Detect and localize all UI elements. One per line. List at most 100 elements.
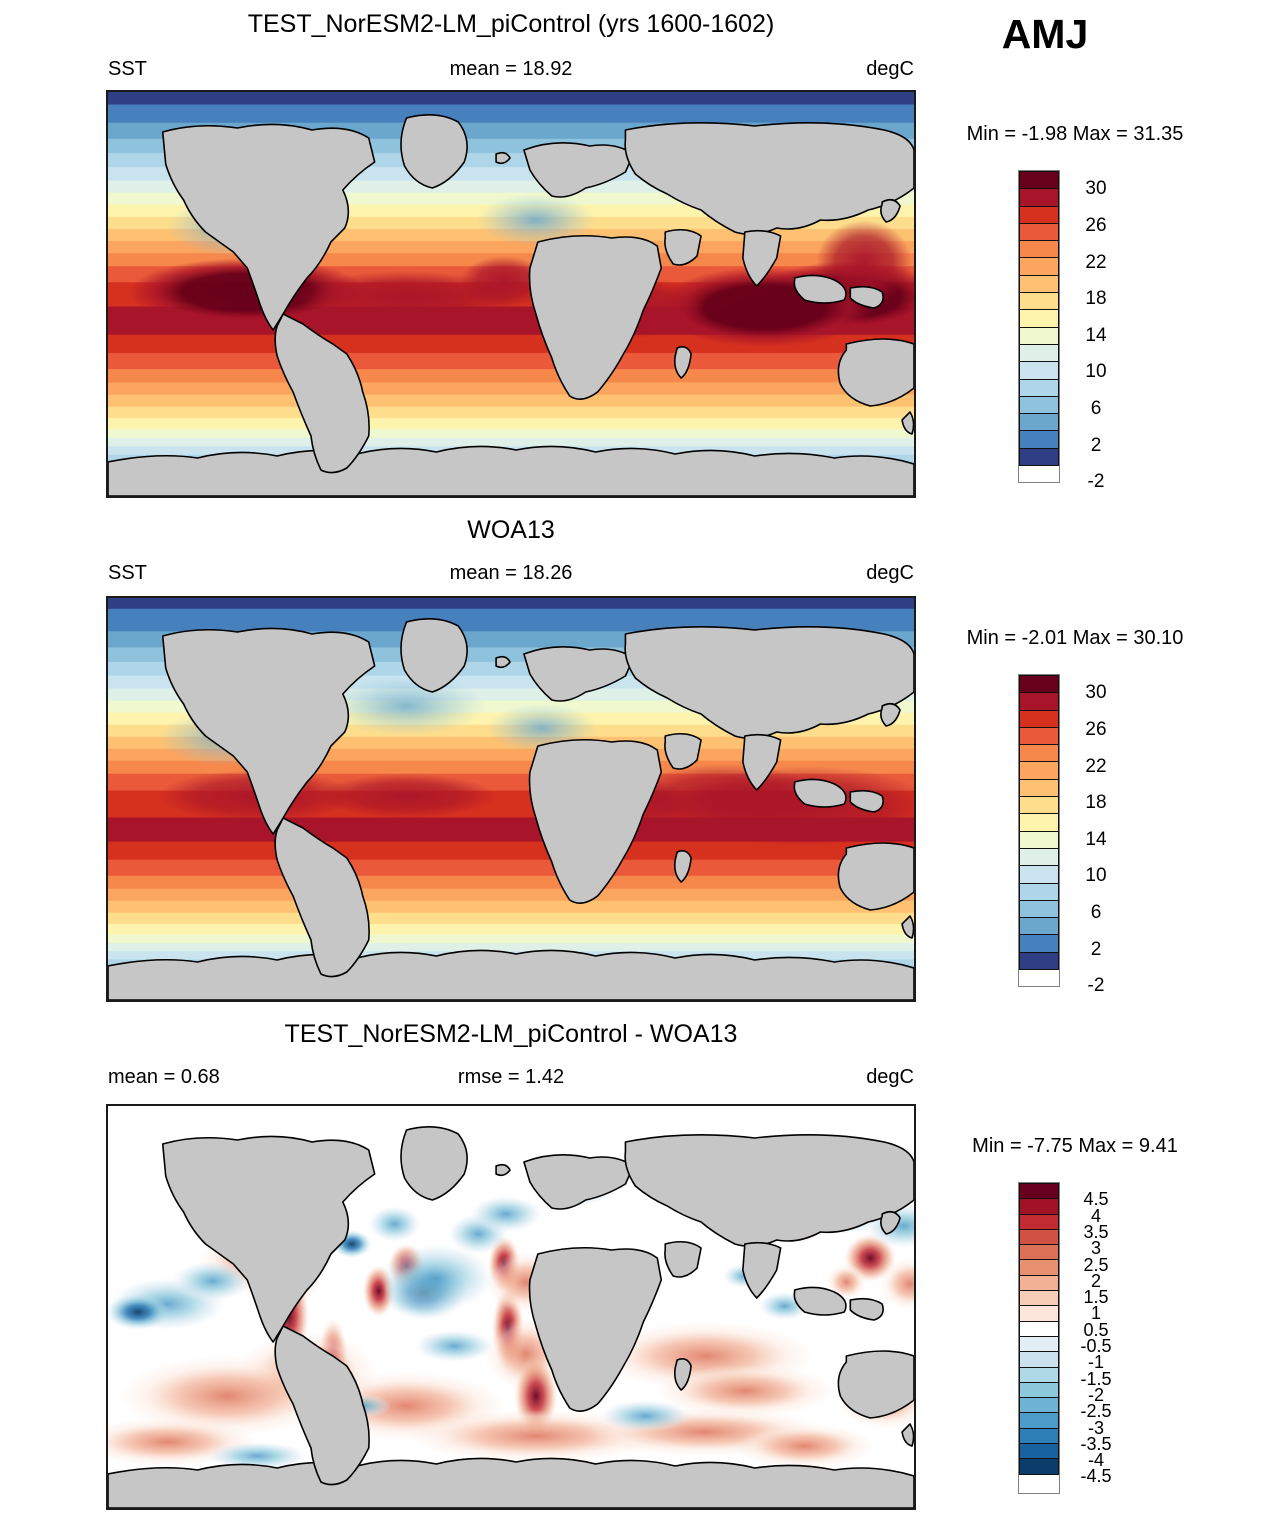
colorbar-cell xyxy=(1019,951,1059,971)
map-model[interactable] xyxy=(106,90,916,498)
panel-model-subrow: SST mean = 18.92 degC xyxy=(106,58,916,80)
colorbar-cell xyxy=(1019,1259,1059,1276)
panel-diff-subrow: mean = 0.68 rmse = 1.42 degC xyxy=(106,1066,916,1088)
colorbar-cell xyxy=(1019,778,1059,798)
colorbar-cell xyxy=(1019,692,1059,711)
colorbar-tick-label: 30 xyxy=(1085,682,1107,704)
panel-model-units: degC xyxy=(866,58,914,80)
colorbar-cell xyxy=(1019,343,1059,363)
colorbar-cell xyxy=(1019,326,1059,345)
colorbar-cell xyxy=(1019,1335,1059,1353)
colorbar-cell xyxy=(1019,882,1059,901)
panel-diff-rmse-label: rmse = 1.42 xyxy=(457,1066,565,1088)
colorbar-tick-label: 3.5 xyxy=(1083,1221,1109,1242)
colorbar-tick-label: -0.5 xyxy=(1080,1336,1112,1356)
colorbar-tick-label: 10 xyxy=(1085,361,1107,383)
colorbar-tick-label: 2.5 xyxy=(1083,1254,1109,1275)
colorbar-tick-label: 4.5 xyxy=(1083,1189,1109,1210)
panel-diff-mean-label: mean = 0.68 xyxy=(108,1066,220,1088)
colorbar-cell xyxy=(1019,917,1059,936)
colorbar-cell xyxy=(1019,744,1059,763)
colorbar-tick-label: 2 xyxy=(1090,434,1102,456)
season-title: AMJ xyxy=(1001,11,1089,57)
colorbar-tick-label: -4 xyxy=(1087,1450,1104,1471)
colorbar-cell xyxy=(1019,899,1059,919)
colorbar-tick-label: 18 xyxy=(1085,792,1107,814)
colorbar-tick-label: 4 xyxy=(1090,1205,1101,1226)
colorbar-tick-label: 30 xyxy=(1085,178,1107,200)
colorbar-cell xyxy=(1019,1290,1059,1307)
colorbar-cell xyxy=(1019,1351,1059,1368)
colorbar-cell xyxy=(1019,257,1059,276)
colorbar-cell xyxy=(1019,1244,1059,1261)
colorbar-tick-label: 14 xyxy=(1085,828,1107,850)
panel-diff-title: TEST_NorESM2-LM_piControl - WOA13 xyxy=(284,1020,738,1048)
panel-obs-title: WOA13 xyxy=(467,516,555,544)
colorbar-tick-label: 14 xyxy=(1085,324,1107,346)
colorbar-tick-label: -2 xyxy=(1087,471,1105,493)
colorbar-cell xyxy=(1019,726,1059,746)
colorbar-cell xyxy=(1019,188,1059,207)
colorbar-cell xyxy=(1019,1198,1059,1215)
panel-diff-units: degC xyxy=(866,1066,914,1088)
colorbar-tick-label: 1 xyxy=(1090,1303,1101,1324)
colorbar-cell xyxy=(1019,796,1059,815)
colorbar-tick-label: 2 xyxy=(1090,1270,1101,1291)
panel-obs-stat-label: mean = 18.26 xyxy=(449,562,573,584)
colorbar-tick-label: -1 xyxy=(1087,1352,1104,1373)
colorbar-cell xyxy=(1019,1458,1059,1475)
colorbar-cell xyxy=(1019,1397,1059,1414)
colorbar-tick-label: -3 xyxy=(1087,1417,1104,1438)
colorbar-cell xyxy=(1019,430,1059,449)
colorbar-cell xyxy=(1019,1443,1059,1460)
colorbar-cell xyxy=(1019,1274,1059,1292)
colorbar-cell xyxy=(1019,171,1059,190)
colorbar-cell xyxy=(1019,205,1059,224)
colorbar-cell xyxy=(1019,1320,1059,1337)
panel-obs-minmax: Min = -2.01 Max = 30.10 xyxy=(966,627,1184,649)
colorbar-cell xyxy=(1019,761,1059,780)
colorbar-model[interactable] xyxy=(1018,170,1060,484)
panel-model-minmax: Min = -1.98 Max = 31.35 xyxy=(966,123,1184,145)
colorbar-tick-label: 1.5 xyxy=(1083,1287,1109,1308)
colorbar-cell xyxy=(1019,934,1059,953)
colorbar-cell xyxy=(1019,292,1059,311)
panel-model-var-label: SST xyxy=(108,58,147,80)
map-obs-svg xyxy=(108,598,914,1000)
colorbar-tick-label: 3 xyxy=(1090,1238,1101,1259)
colorbar-cell xyxy=(1019,709,1059,728)
colorbar-cell xyxy=(1019,309,1059,328)
panel-obs-subrow: SST mean = 18.26 degC xyxy=(106,562,916,584)
colorbar-tick-label: 18 xyxy=(1085,288,1107,310)
colorbar-cell xyxy=(1019,1412,1059,1429)
colorbar-tick-label: -4.5 xyxy=(1080,1466,1112,1487)
colorbar-cell xyxy=(1019,222,1059,242)
map-diff[interactable] xyxy=(106,1104,916,1510)
colorbar-cell xyxy=(1019,1366,1059,1383)
colorbar-cell xyxy=(1019,413,1059,432)
colorbar-cell xyxy=(1019,274,1059,294)
colorbar-tick-label: 22 xyxy=(1085,755,1107,777)
colorbar-cell xyxy=(1019,1228,1059,1246)
colorbar-tick-label: -2 xyxy=(1087,975,1105,997)
colorbar-tick-label: -3.5 xyxy=(1080,1433,1112,1454)
colorbar-tick-label: 26 xyxy=(1085,718,1107,740)
colorbar-cell xyxy=(1019,378,1059,397)
map-obs[interactable] xyxy=(106,596,916,1002)
panel-obs-units: degC xyxy=(866,562,914,584)
colorbar-tick-label: 2 xyxy=(1090,938,1102,960)
map-diff-svg xyxy=(108,1106,914,1508)
colorbar-cell xyxy=(1019,1381,1059,1399)
colorbar-cell xyxy=(1019,447,1059,467)
colorbar-tick-label: -2 xyxy=(1087,1384,1104,1405)
colorbar-obs[interactable] xyxy=(1018,674,1060,988)
colorbar-cell xyxy=(1019,361,1059,380)
colorbar-cell xyxy=(1019,1427,1059,1445)
colorbar-diff[interactable] xyxy=(1018,1182,1060,1494)
colorbar-cell xyxy=(1019,395,1059,415)
colorbar-cell xyxy=(1019,865,1059,884)
colorbar-tick-label: 26 xyxy=(1085,214,1107,236)
colorbar-cell xyxy=(1019,675,1059,694)
panel-model-stat-label: mean = 18.92 xyxy=(449,58,573,80)
